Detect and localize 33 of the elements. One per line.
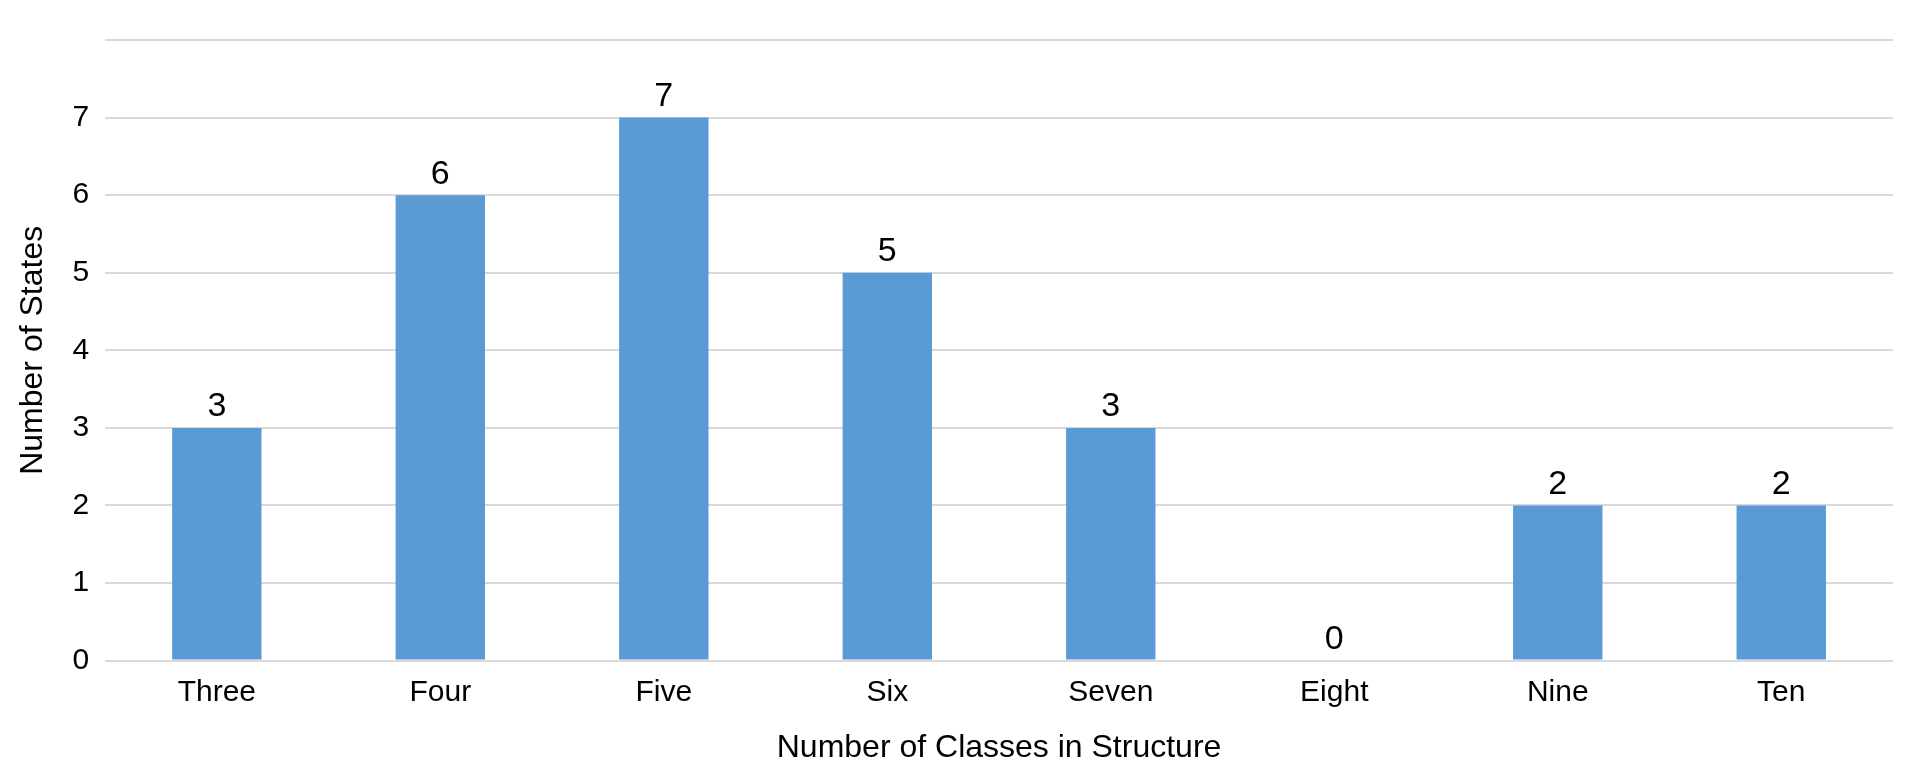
data-label: 3 <box>1101 385 1121 424</box>
x-tick-label: Six <box>866 673 909 707</box>
data-label: 3 <box>207 385 227 424</box>
y-tick-label: 3 <box>72 409 90 443</box>
bar <box>1736 505 1826 660</box>
bar <box>172 427 262 660</box>
data-label: 7 <box>654 74 674 113</box>
bar <box>619 117 709 660</box>
data-label: 0 <box>1324 617 1344 656</box>
x-tick-label: Four <box>409 673 472 707</box>
data-label: 5 <box>877 230 897 269</box>
y-tick-label: 4 <box>72 331 90 365</box>
bar <box>395 195 486 660</box>
x-tick-label: Three <box>177 673 257 707</box>
x-axis-title: Number of Classes in Structure <box>776 727 1222 764</box>
x-tick-label: Ten <box>1757 673 1806 707</box>
bar <box>842 272 932 660</box>
y-tick-label: 1 <box>72 564 90 598</box>
y-tick-label: 2 <box>72 486 90 520</box>
y-tick-label: 0 <box>72 641 90 675</box>
x-tick-label: Five <box>635 673 693 707</box>
data-label: 2 <box>1771 462 1791 501</box>
y-tick-label: 5 <box>72 253 90 287</box>
bar <box>1513 505 1603 660</box>
data-label: 6 <box>430 152 450 191</box>
y-tick-label: 7 <box>72 98 90 132</box>
bar <box>1066 427 1156 660</box>
data-label: 2 <box>1548 462 1568 501</box>
x-tick-label: Eight <box>1300 673 1370 707</box>
x-tick-label: Seven <box>1068 673 1154 707</box>
x-tick-label: Nine <box>1526 673 1589 707</box>
y-axis-title: Number of States <box>13 225 50 475</box>
y-tick-label: 6 <box>72 176 90 210</box>
